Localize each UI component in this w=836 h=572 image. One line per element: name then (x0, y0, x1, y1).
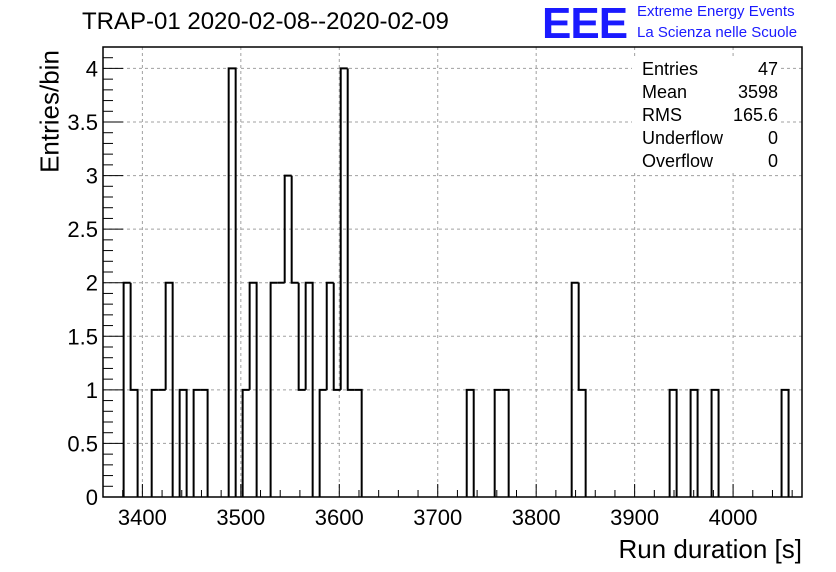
stat-label: Overflow (642, 151, 714, 171)
histogram-bin (241, 388, 250, 497)
y-tick-label: 0.5 (67, 431, 98, 456)
y-tick-label: 2 (86, 271, 98, 296)
y-tick-label: 4 (86, 56, 98, 81)
x-tick-label: 3600 (315, 505, 364, 530)
y-tick-label: 1.5 (67, 324, 98, 349)
stat-value: 0 (767, 128, 778, 148)
x-tick-label: 4000 (709, 505, 758, 530)
stat-label: Mean (642, 82, 688, 102)
y-axis-label: Entries/bin (34, 50, 65, 173)
histogram-bin (227, 67, 237, 497)
y-tick-label: 2.5 (67, 217, 98, 242)
histogram-bin (332, 282, 341, 391)
x-tick-label: 3900 (610, 505, 659, 530)
axis-ticks (102, 57, 793, 498)
logo-caption-line1: Extreme Energy Events (637, 3, 795, 20)
histogram-bin (164, 281, 174, 497)
stat-row-mean: Mean 3598 (632, 81, 780, 104)
histogram-bin (689, 388, 699, 497)
histogram-bin (192, 388, 201, 497)
stat-value: 0 (767, 151, 778, 171)
histogram-bin (501, 388, 510, 497)
histogram-bin (290, 175, 299, 284)
logo-caption-line2: La Scienza nelle Scuole (637, 24, 798, 41)
histogram-bin (304, 281, 314, 497)
histogram-bin (129, 282, 139, 497)
stat-row-overflow: Overflow 0 (632, 150, 780, 173)
histogram-bin (178, 388, 188, 497)
histogram-bin (269, 281, 278, 497)
histogram-bin (325, 281, 334, 390)
histogram-bin (339, 67, 348, 390)
histogram-bin (710, 388, 720, 497)
chart-title: TRAP-01 2020-02-08--2020-02-09 (82, 8, 449, 35)
stats-box: Entries 47 Mean 3598 RMS 165.6 Underflow… (632, 58, 780, 173)
histogram-bars (122, 67, 790, 497)
x-tick-label: 3800 (512, 505, 561, 530)
histogram-bin (346, 68, 355, 391)
eee-logo: EEE (542, 0, 628, 48)
histogram-bin (668, 388, 678, 497)
y-tick-label: 1 (86, 378, 98, 403)
stat-value: 47 (757, 59, 778, 79)
y-tick-label: 3.5 (67, 110, 98, 135)
histogram-bin (493, 388, 502, 497)
histogram-bin (122, 281, 131, 497)
stat-row-rms: RMS 165.6 (632, 104, 780, 127)
y-tick-label: 3 (86, 164, 98, 189)
x-tick-label: 3500 (216, 505, 265, 530)
y-tick-label: 0 (86, 485, 98, 510)
histogram-bin (318, 388, 327, 497)
histogram-bin (354, 388, 363, 497)
histogram-bin (248, 281, 258, 497)
x-axis-label: Run duration [s] (618, 534, 802, 564)
histogram-bin (297, 282, 306, 391)
stat-value: 3598 (737, 82, 778, 102)
stat-label: Entries (642, 59, 699, 79)
tick-labels: 3400 3500 3600 3700 3800 3900 4000 0 0.5 1 1.5 2 2.5… (67, 56, 757, 530)
histogram-bin (780, 388, 790, 497)
histogram-bin (570, 281, 579, 497)
histogram-bin (465, 388, 475, 497)
histogram-bin (283, 174, 292, 283)
histogram-bin (577, 282, 587, 497)
stat-row-underflow: Underflow 0 (632, 127, 780, 150)
histogram-bin (150, 388, 159, 497)
stat-label: RMS (642, 105, 682, 125)
stat-row-entries: Entries 47 (632, 58, 780, 81)
x-tick-label: 3400 (118, 505, 167, 530)
x-tick-label: 3700 (413, 505, 462, 530)
stat-label: Underflow (642, 128, 724, 148)
histogram-bin (200, 388, 209, 497)
stat-value: 165.6 (732, 105, 778, 125)
